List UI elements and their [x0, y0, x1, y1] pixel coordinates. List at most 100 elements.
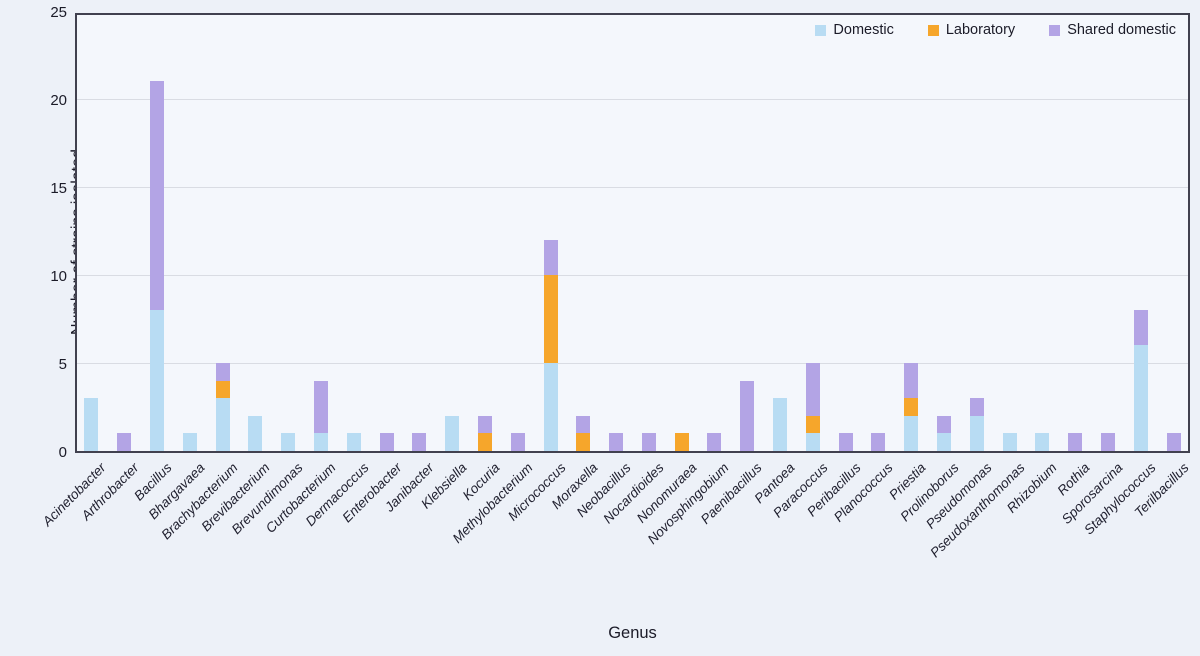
legend-swatch-icon [927, 24, 939, 36]
bar-segment-domestic [543, 363, 558, 451]
bar-klebsiella [445, 415, 460, 451]
legend-item-shared-domestic: Shared domestic [1049, 22, 1176, 38]
bar-segment-domestic [1035, 433, 1050, 451]
bar-segment-laboratory [674, 433, 689, 451]
gridline-10 [77, 275, 1188, 276]
bar-segment-domestic [248, 415, 263, 451]
bar-segment-shared-domestic [543, 239, 558, 275]
bar-segment-shared-domestic [838, 433, 853, 451]
bar-segment-shared-domestic [149, 81, 164, 311]
bar-segment-shared-domestic [904, 363, 919, 399]
bar-planococcus [871, 433, 886, 451]
bar-segment-shared-domestic [215, 363, 230, 381]
bar-kocuria [477, 415, 492, 451]
bar-enterobacter [379, 433, 394, 451]
bar-micrococcus [543, 239, 558, 451]
bar-brevibacterium [248, 415, 263, 451]
bar-segment-shared-domestic [1166, 433, 1181, 451]
bar-segment-shared-domestic [1068, 433, 1083, 451]
bar-segment-domestic [937, 433, 952, 451]
bar-terilbacillus [1166, 433, 1181, 451]
bar-segment-shared-domestic [609, 433, 624, 451]
bar-segment-domestic [84, 398, 99, 451]
y-tick-label-0: 0 [58, 444, 67, 461]
bar-bacillus [149, 81, 164, 451]
bar-novosphingobium [707, 433, 722, 451]
bar-segment-domestic [1133, 345, 1148, 451]
bar-segment-domestic [281, 433, 296, 451]
bar-acinetobacter [84, 398, 99, 451]
bar-segment-shared-domestic [740, 380, 755, 451]
bar-segment-shared-domestic [313, 380, 328, 434]
bar-segment-laboratory [543, 275, 558, 363]
legend-label: Laboratory [945, 22, 1016, 38]
bar-segment-shared-domestic [576, 415, 591, 434]
gridline-15 [77, 187, 1188, 188]
bar-segment-laboratory [904, 398, 919, 416]
bar-segment-shared-domestic [117, 433, 132, 451]
bar-segment-domestic [313, 433, 328, 451]
legend-item-domestic: Domestic [815, 22, 894, 38]
bar-brevundimonas [281, 433, 296, 451]
bar-rothia [1068, 433, 1083, 451]
bar-moraxella [576, 415, 591, 451]
y-tick-label-20: 20 [50, 92, 67, 109]
bar-prolinoborus [937, 415, 952, 451]
y-tick-label-5: 5 [58, 356, 67, 373]
y-tick-label-10: 10 [50, 268, 67, 285]
legend-swatch-icon [1049, 24, 1061, 36]
bar-segment-domestic [149, 310, 164, 451]
bar-rhizobium [1035, 433, 1050, 451]
gridline-20 [77, 99, 1188, 100]
bar-segment-shared-domestic [379, 433, 394, 451]
bar-segment-shared-domestic [510, 433, 525, 451]
bar-segment-domestic [904, 415, 919, 451]
x-axis-title: Genus [608, 624, 657, 642]
legend: Domestic Laboratory Shared domestic [815, 22, 1176, 38]
bar-segment-domestic [1002, 433, 1017, 451]
legend-item-laboratory: Laboratory [927, 22, 1016, 38]
bar-segment-shared-domestic [969, 398, 984, 416]
bar-segment-shared-domestic [412, 433, 427, 451]
bar-pseudoxanthomonas [1002, 433, 1017, 451]
bar-segment-shared-domestic [477, 415, 492, 434]
bar-segment-domestic [445, 415, 460, 451]
bar-segment-domestic [773, 398, 788, 451]
bar-segment-laboratory [215, 380, 230, 399]
bar-segment-laboratory [576, 433, 591, 451]
bar-segment-laboratory [477, 433, 492, 451]
bar-peribacillus [838, 433, 853, 451]
bar-segment-shared-domestic [871, 433, 886, 451]
bar-segment-domestic [215, 398, 230, 451]
legend-swatch-icon [815, 24, 827, 36]
bar-segment-shared-domestic [641, 433, 656, 451]
bar-sporosarcina [1101, 433, 1115, 451]
bar-paenibacillus [740, 380, 755, 451]
bar-pseudomonas [969, 398, 984, 451]
bar-segment-shared-domestic [805, 363, 820, 416]
bar-segment-shared-domestic [707, 433, 722, 451]
bar-nonomuraea [674, 433, 689, 451]
bar-arthrobacter [117, 433, 132, 451]
bar-brachybacterium [215, 363, 230, 451]
bar-pantoea [773, 398, 788, 451]
bar-segment-domestic [346, 433, 361, 451]
legend-label: Shared domestic [1067, 22, 1176, 38]
bar-segment-domestic [182, 433, 197, 451]
bar-segment-shared-domestic [937, 415, 952, 434]
legend-label: Domestic [833, 22, 894, 38]
bar-priestia [904, 363, 919, 451]
bar-neobacillus [609, 433, 624, 451]
y-tick-label-15: 15 [50, 180, 67, 197]
bar-segment-laboratory [805, 415, 820, 434]
bar-segment-domestic [805, 433, 820, 451]
y-tick-label-25: 25 [50, 4, 67, 21]
bar-methylobacterium [510, 433, 525, 451]
bar-segment-shared-domestic [1101, 433, 1115, 451]
bar-bhargavaea [182, 433, 197, 451]
bar-segment-shared-domestic [1133, 310, 1148, 346]
gridline-5 [77, 363, 1188, 364]
bar-curtobacterium [313, 380, 328, 451]
bar-staphylococcus [1133, 310, 1148, 451]
